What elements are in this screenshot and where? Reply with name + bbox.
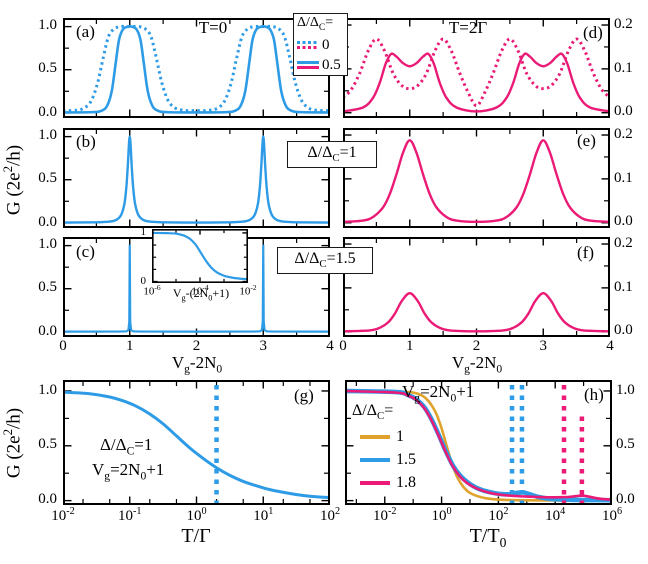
- y-axis-label-top: G (2e2/h): [0, 144, 25, 216]
- y-tick-label-c: 0.5: [38, 279, 57, 296]
- x-tick-label-g: 100: [186, 506, 207, 524]
- x-tick-label-f: 3: [539, 338, 548, 354]
- x-tick-label-h: 100: [431, 506, 452, 524]
- y-tick-label-a: 1.0: [38, 17, 57, 34]
- legend-main: Δ/ΔC= 0 0.5: [293, 13, 348, 77]
- legend-entry-dotted: 0: [297, 37, 345, 53]
- y-tick-label-inset: 1: [140, 226, 147, 239]
- x-axis-label-right-vg: Vg-2N0: [451, 353, 503, 376]
- y-tick-label-g: 0.5: [38, 436, 57, 453]
- h-legend-entry-3: 1.8: [360, 474, 416, 492]
- legend-entry-label: 0: [322, 37, 330, 54]
- x-tick-label-f: 1: [406, 338, 414, 354]
- blue-line-swatch: [360, 458, 390, 462]
- legend-entry-solid: 0.5: [297, 57, 345, 73]
- y-tick-label-b: 1.0: [38, 127, 57, 144]
- plot-panel-b: [63, 128, 330, 228]
- x-tick-label-c: 3: [259, 338, 268, 354]
- x-tick-label-c: 4: [326, 338, 334, 354]
- h-legend-entry-2: 1.5: [360, 451, 416, 469]
- y-tick-label-h: 1.0: [616, 381, 635, 398]
- y-axis-label-bottom: G (2e2/h): [0, 407, 25, 479]
- panel-label-g: (g): [294, 386, 314, 405]
- panel-label-c: (c): [76, 242, 95, 261]
- panel-a-title: T=0: [198, 18, 228, 37]
- x-tick-label-h: 106: [601, 506, 623, 524]
- y-tick-label-b: 0.5: [38, 170, 57, 187]
- x-tick-label-f: 2: [472, 338, 481, 354]
- y-tick-label-d: 0.0: [614, 103, 633, 120]
- x-tick-label-h: 102: [488, 506, 509, 524]
- legend-main-title: Δ/ΔC=: [297, 15, 334, 33]
- y-tick-label-e: 0.1: [614, 169, 633, 186]
- pink-line-swatch: [360, 481, 390, 485]
- h-legend-label: 1: [396, 428, 404, 445]
- h-legend-title: Δ/ΔC=: [352, 402, 394, 423]
- y-tick-label-f: 0.2: [614, 234, 633, 251]
- x-tick-label-c: 1: [126, 338, 134, 354]
- plot-panel-e: [343, 128, 610, 228]
- y-tick-label-h: 0.5: [616, 436, 635, 453]
- y-tick-label-inset: 0: [140, 274, 147, 287]
- g-annotation-delta: Δ/ΔC=1: [100, 435, 153, 458]
- h-annotation-vg: Vg=2N0+1: [402, 382, 475, 405]
- y-tick-label-e: 0.2: [614, 125, 633, 142]
- x-tick-label-inset: 10-2: [239, 283, 257, 298]
- plot-panel-inset: [152, 229, 248, 283]
- y-tick-label-f: 0.1: [614, 278, 633, 295]
- plot-panel-g: [63, 380, 330, 505]
- panel-label-f: (f): [577, 243, 594, 262]
- y-tick-label-e: 0.0: [614, 213, 633, 230]
- panel-label-b: (b): [76, 132, 96, 151]
- x-tick-label-h: 10-2: [373, 506, 397, 524]
- x-tick-label-c: 0: [59, 338, 67, 354]
- inset-x-axis-label: Vg-(2N0+1): [172, 286, 230, 303]
- y-tick-label-f: 0.0: [614, 322, 633, 339]
- param-box-delta-1.5: Δ/ΔC=1.5: [277, 247, 373, 274]
- x-axis-label-g: T/Γ: [181, 525, 211, 547]
- x-tick-label-g: 10-2: [51, 506, 75, 524]
- y-tick-label-g: 1.0: [38, 381, 57, 398]
- x-axis-label-h: T/T0: [469, 525, 507, 550]
- y-tick-label-a: 0.0: [38, 103, 57, 120]
- x-tick-label-inset: 10-4: [191, 283, 209, 298]
- x-tick-label-f: 0: [339, 338, 347, 354]
- panel-d-title: T=2Γ: [448, 18, 488, 37]
- y-tick-label-a: 0.5: [38, 60, 57, 77]
- x-tick-label-h: 104: [545, 506, 566, 524]
- plot-panel-h: [345, 380, 612, 505]
- panel-label-h: (h): [584, 385, 604, 404]
- x-axis-label-left-vg: Vg-2N0: [171, 353, 223, 376]
- x-tick-label-g: 10-1: [118, 506, 142, 524]
- y-tick-label-g: 0.0: [38, 491, 57, 508]
- g-annotation-vg: Vg=2N0+1: [92, 460, 165, 483]
- x-tick-label-f: 4: [606, 338, 614, 354]
- orange-line-swatch: [360, 435, 390, 439]
- y-tick-label-b: 0.0: [38, 213, 57, 230]
- panel-label-e: (e): [577, 131, 596, 150]
- y-tick-label-d: 0.1: [614, 59, 633, 76]
- panel-label-a: (a): [76, 22, 95, 41]
- y-tick-label-c: 0.0: [38, 322, 57, 339]
- panel-label-d: (d): [583, 23, 603, 42]
- y-tick-label-h: 0.0: [616, 491, 635, 508]
- legend-entry-label: 0.5: [322, 57, 341, 74]
- dotted-line-swatch: [297, 41, 319, 50]
- y-tick-label-d: 0.2: [614, 15, 633, 32]
- x-tick-label-g: 102: [319, 506, 341, 524]
- y-tick-label-c: 1.0: [38, 236, 57, 253]
- solid-line-swatch: [297, 61, 319, 70]
- h-legend-label: 1.8: [396, 474, 416, 491]
- h-legend-label: 1.5: [396, 451, 416, 468]
- x-tick-label-c: 2: [192, 338, 201, 354]
- plot-panel-f: [343, 237, 610, 337]
- x-tick-label-inset: 10-6: [143, 283, 161, 298]
- h-legend-entry-1: 1: [360, 428, 404, 446]
- x-tick-label-g: 101: [253, 506, 274, 524]
- param-box-delta-1: Δ/ΔC=1: [287, 141, 377, 168]
